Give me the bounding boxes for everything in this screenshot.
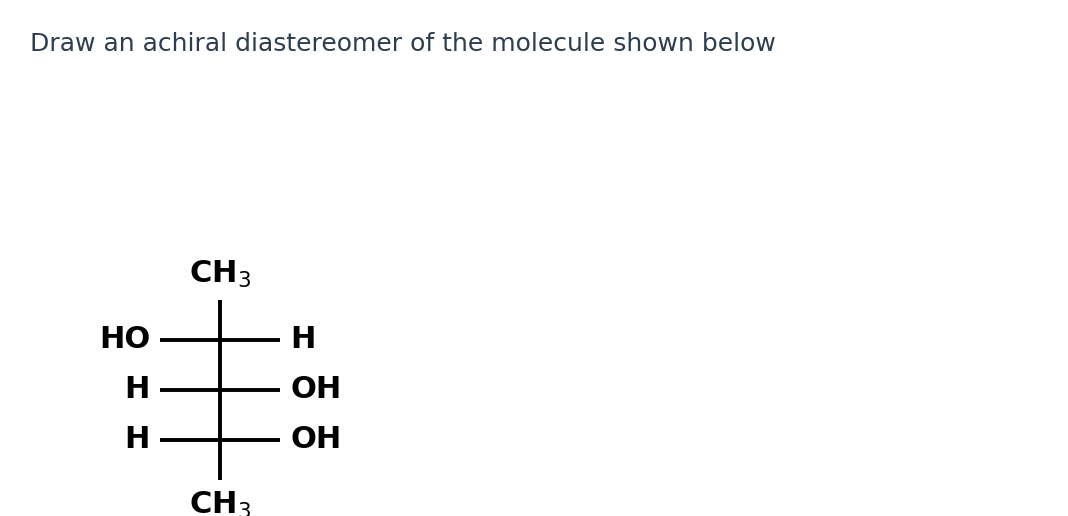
Text: OH: OH — [290, 376, 342, 405]
Text: H: H — [290, 326, 315, 354]
Text: Draw an achiral diastereomer of the molecule shown below: Draw an achiral diastereomer of the mole… — [30, 32, 775, 56]
Text: CH$_3$: CH$_3$ — [189, 490, 251, 516]
Text: CH$_3$: CH$_3$ — [189, 259, 251, 290]
Text: HO: HO — [98, 326, 150, 354]
Text: H: H — [125, 426, 150, 455]
Text: H: H — [125, 376, 150, 405]
Text: OH: OH — [290, 426, 342, 455]
